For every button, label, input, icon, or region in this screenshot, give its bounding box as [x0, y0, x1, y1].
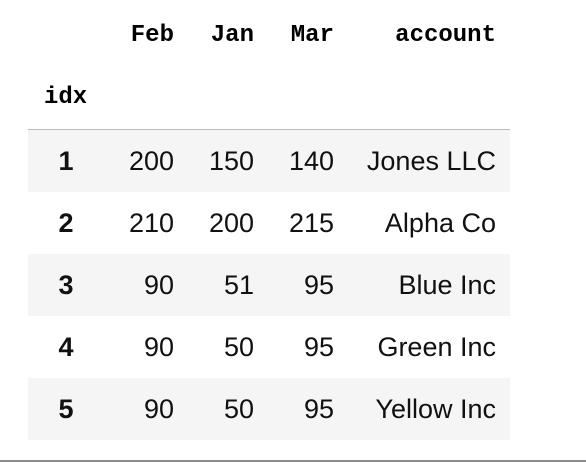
cell-account: Green Inc	[377, 332, 496, 362]
cell-jan: 150	[208, 146, 254, 176]
column-header-mar: Mar	[290, 22, 334, 49]
table-body: 1 200 150 140 Jones LLC 2 210 200 215 Al…	[28, 130, 510, 440]
column-header-feb: Feb	[130, 22, 174, 49]
row-index: 2	[58, 208, 74, 238]
table-row: 5 90 50 95 Yellow Inc	[28, 378, 510, 440]
cell-feb: 90	[143, 332, 174, 362]
table-row: 1 200 150 140 Jones LLC	[28, 130, 510, 192]
column-header-account: account	[395, 22, 496, 49]
row-index: 1	[58, 146, 74, 176]
header-divider	[28, 129, 510, 130]
row-index: 5	[58, 394, 74, 424]
cell-mar: 140	[288, 146, 334, 176]
cell-account: Yellow Inc	[375, 394, 496, 424]
cell-mar: 95	[303, 332, 334, 362]
cell-feb: 90	[143, 394, 174, 424]
cell-account: Blue Inc	[398, 270, 496, 300]
cell-feb: 210	[128, 208, 174, 238]
cell-jan: 50	[223, 394, 254, 424]
row-index: 3	[58, 270, 74, 300]
table-row: 3 90 51 95 Blue Inc	[28, 254, 510, 316]
cell-jan: 200	[208, 208, 254, 238]
output-divider	[0, 460, 586, 462]
table-row: 2 210 200 215 Alpha Co	[28, 192, 510, 254]
column-header-row: Feb Jan Mar account	[28, 5, 510, 67]
index-header-row: idx	[28, 67, 510, 129]
cell-mar: 215	[288, 208, 334, 238]
row-index: 4	[58, 332, 74, 362]
column-header-jan: Jan	[210, 22, 254, 49]
cell-mar: 95	[303, 394, 334, 424]
cell-feb: 90	[143, 270, 174, 300]
index-name: idx	[44, 84, 88, 111]
cell-account: Jones LLC	[366, 146, 496, 176]
cell-feb: 200	[128, 146, 174, 176]
table-row: 4 90 50 95 Green Inc	[28, 316, 510, 378]
cell-mar: 95	[303, 270, 334, 300]
cell-jan: 51	[223, 270, 254, 300]
cell-account: Alpha Co	[384, 208, 496, 238]
cell-jan: 50	[223, 332, 254, 362]
